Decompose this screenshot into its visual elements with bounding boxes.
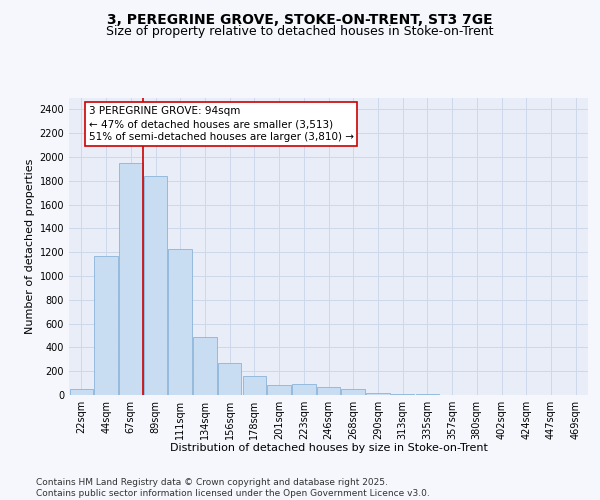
Text: 3 PEREGRINE GROVE: 94sqm
← 47% of detached houses are smaller (3,513)
51% of sem: 3 PEREGRINE GROVE: 94sqm ← 47% of detach… xyxy=(89,106,354,142)
Bar xyxy=(416,394,439,395)
Bar xyxy=(391,394,415,395)
Y-axis label: Number of detached properties: Number of detached properties xyxy=(25,158,35,334)
Bar xyxy=(218,363,241,395)
Bar xyxy=(169,248,192,395)
Text: 3, PEREGRINE GROVE, STOKE-ON-TRENT, ST3 7GE: 3, PEREGRINE GROVE, STOKE-ON-TRENT, ST3 … xyxy=(107,12,493,26)
Bar xyxy=(119,163,143,395)
Bar xyxy=(70,389,93,395)
Bar xyxy=(268,386,291,395)
Bar xyxy=(94,256,118,395)
Bar xyxy=(292,384,316,395)
Bar xyxy=(242,376,266,395)
Text: Contains HM Land Registry data © Crown copyright and database right 2025.
Contai: Contains HM Land Registry data © Crown c… xyxy=(36,478,430,498)
X-axis label: Distribution of detached houses by size in Stoke-on-Trent: Distribution of detached houses by size … xyxy=(170,444,487,454)
Bar xyxy=(193,336,217,395)
Bar xyxy=(144,176,167,395)
Bar xyxy=(341,389,365,395)
Text: Size of property relative to detached houses in Stoke-on-Trent: Size of property relative to detached ho… xyxy=(106,25,494,38)
Bar xyxy=(317,386,340,395)
Bar xyxy=(366,392,389,395)
